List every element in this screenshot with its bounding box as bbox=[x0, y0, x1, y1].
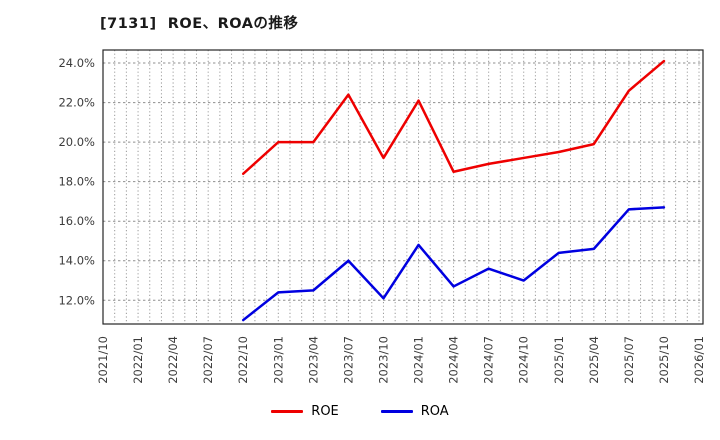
legend-item-roe: ROE bbox=[271, 404, 339, 419]
x-tick-label: 2023/04 bbox=[306, 336, 320, 384]
x-tick-label: 2021/10 bbox=[96, 336, 110, 384]
x-tick-label: 2023/01 bbox=[271, 336, 285, 384]
legend-item-roa: ROA bbox=[380, 404, 449, 419]
x-tick-label: 2025/01 bbox=[552, 336, 566, 384]
x-tick-label: 2022/04 bbox=[166, 336, 180, 384]
x-tick-label: 2024/07 bbox=[482, 336, 496, 384]
plot-border bbox=[102, 49, 704, 325]
x-tick-label: 2024/04 bbox=[447, 336, 461, 384]
x-tick-label: 2026/01 bbox=[692, 336, 706, 384]
x-tick-label: 2024/01 bbox=[412, 336, 426, 384]
page-title: [7131] ROE、ROAの推移 bbox=[100, 16, 299, 32]
y-tick-label: 12.0% bbox=[58, 293, 95, 307]
roa-line bbox=[241, 206, 666, 322]
y-tick-label: 24.0% bbox=[58, 56, 95, 70]
legend-label-roe: ROE bbox=[311, 404, 339, 419]
x-tick-label: 2025/07 bbox=[622, 336, 636, 384]
x-tick-label: 2022/10 bbox=[236, 336, 250, 384]
x-tick-label: 2022/07 bbox=[201, 336, 215, 384]
y-tick-label: 20.0% bbox=[58, 135, 95, 149]
x-tick-label: 2024/10 bbox=[517, 336, 531, 384]
roe-line bbox=[241, 59, 666, 175]
x-tick-label: 2022/01 bbox=[131, 336, 145, 384]
x-tick-label: 2025/10 bbox=[657, 336, 671, 384]
legend-label-roa: ROA bbox=[420, 404, 449, 419]
y-tick-label: 14.0% bbox=[58, 254, 95, 268]
x-tick-label: 2023/10 bbox=[376, 336, 390, 384]
x-tick-label: 2025/04 bbox=[587, 336, 601, 384]
y-tick-label: 18.0% bbox=[58, 175, 95, 189]
x-tick-label: 2023/07 bbox=[341, 336, 355, 384]
chart-legend: ROE ROA bbox=[0, 404, 720, 419]
roe-line-swatch-icon bbox=[271, 410, 304, 413]
y-tick-label: 16.0% bbox=[58, 214, 95, 228]
y-tick-label: 22.0% bbox=[58, 96, 95, 110]
roa-line-swatch-icon bbox=[380, 410, 413, 413]
